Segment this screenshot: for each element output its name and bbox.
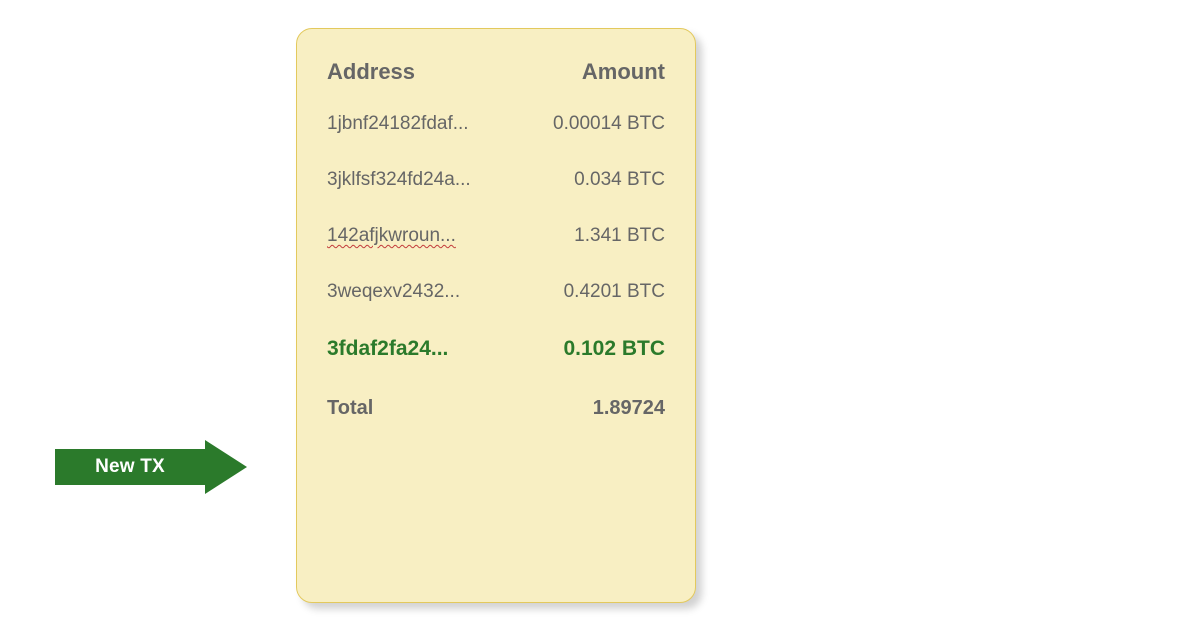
new-tx-arrow-label: New TX xyxy=(95,456,165,478)
tx-address: 142afjkwroun... xyxy=(327,225,456,247)
tx-amount: 0.4201 BTC xyxy=(564,281,665,303)
tx-amount: 0.034 BTC xyxy=(574,169,665,191)
header-amount: Amount xyxy=(582,59,665,85)
table-row: 3jklfsf324fd24a... 0.034 BTC xyxy=(327,169,665,191)
table-row: 3weqexv2432... 0.4201 BTC xyxy=(327,281,665,303)
table-row: 1jbnf24182fdaf... 0.00014 BTC xyxy=(327,113,665,135)
new-tx-arrow-head-icon xyxy=(205,440,247,494)
tx-amount: 1.341 BTC xyxy=(574,225,665,247)
total-value: 1.89724 xyxy=(593,397,665,420)
new-tx-arrow: New TX xyxy=(55,440,247,494)
new-tx-arrow-shaft: New TX xyxy=(55,449,205,485)
tx-card: Address Amount 1jbnf24182fdaf... 0.00014… xyxy=(296,28,696,603)
total-label: Total xyxy=(327,397,373,420)
tx-address: 1jbnf24182fdaf... xyxy=(327,113,469,135)
header-address: Address xyxy=(327,59,415,85)
tx-card-header: Address Amount xyxy=(327,59,665,85)
tx-amount: 0.00014 BTC xyxy=(553,113,665,135)
tx-address: 3jklfsf324fd24a... xyxy=(327,169,471,191)
total-row: Total 1.89724 xyxy=(327,397,665,420)
tx-address: 3weqexv2432... xyxy=(327,281,460,303)
table-row-new: 3fdaf2fa24... 0.102 BTC xyxy=(327,337,665,361)
tx-address-new: 3fdaf2fa24... xyxy=(327,337,448,361)
table-row: 142afjkwroun... 1.341 BTC xyxy=(327,225,665,247)
tx-amount-new: 0.102 BTC xyxy=(563,337,665,361)
tx-rows: 1jbnf24182fdaf... 0.00014 BTC 3jklfsf324… xyxy=(327,113,665,361)
